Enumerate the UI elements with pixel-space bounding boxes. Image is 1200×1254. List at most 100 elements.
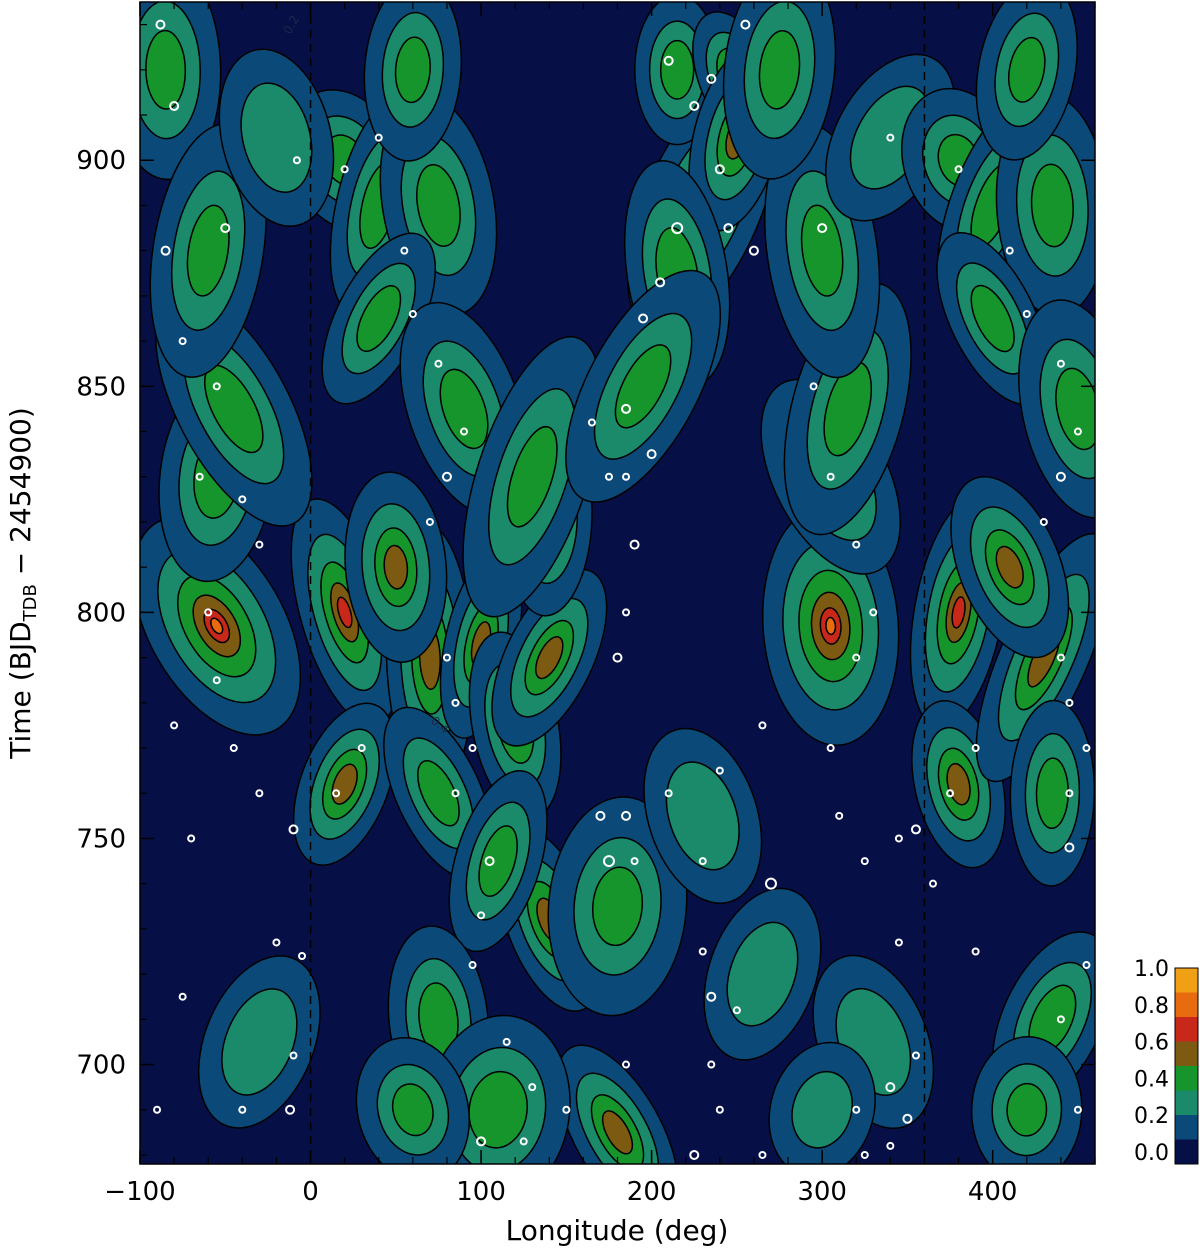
spot-marker <box>425 517 434 526</box>
spot-marker <box>1056 1015 1065 1024</box>
contour-blob <box>547 796 688 1017</box>
contour-blob <box>1018 299 1095 519</box>
contour-level-2 <box>356 285 402 352</box>
colorbar-band <box>1175 1041 1198 1067</box>
spot-marker <box>1082 961 1091 970</box>
spot-marker <box>910 824 921 835</box>
spot-marker <box>357 744 366 753</box>
contour-level-2 <box>1055 367 1095 451</box>
spot-marker <box>655 277 666 288</box>
spot-marker <box>894 834 903 843</box>
spot-marker <box>451 698 460 707</box>
contour-blob <box>197 955 321 1129</box>
spot-marker <box>187 834 196 843</box>
contour-level-2 <box>145 29 187 110</box>
spot-marker <box>646 449 657 460</box>
spot-marker <box>1064 842 1075 853</box>
contour-blob <box>292 702 397 866</box>
contour-blob <box>556 1044 679 1164</box>
spot-marker <box>1056 359 1065 368</box>
contour-blob <box>355 1037 471 1164</box>
contour-blob <box>425 1014 571 1164</box>
contour-level-2 <box>416 164 461 247</box>
x-tick-label: 100 <box>456 1177 506 1207</box>
y-tick-label: 900 <box>76 146 126 176</box>
spot-marker <box>155 19 166 30</box>
contour-level-3 <box>535 636 564 680</box>
contour-level-2 <box>478 825 518 898</box>
colorbar-band <box>1175 1115 1198 1140</box>
spot-marker <box>408 309 417 318</box>
spot-marker <box>229 744 238 753</box>
contour-blob <box>140 2 222 181</box>
spot-marker <box>289 1051 298 1060</box>
contour-level-2 <box>800 204 844 297</box>
spot-marker <box>169 100 180 111</box>
spot-marker <box>622 608 631 617</box>
spot-marker <box>340 165 349 174</box>
y-tick-label: 850 <box>76 372 126 402</box>
spot-marker <box>285 1104 296 1115</box>
spot-marker <box>604 472 613 481</box>
contour-blob <box>970 1035 1083 1164</box>
x-tick-label: 200 <box>627 1177 677 1207</box>
y-axis-title: Time (BJDTDB − 2454900) <box>4 407 41 759</box>
spot-marker <box>160 245 171 256</box>
spot-marker <box>706 991 717 1002</box>
x-tick-label: 0 <box>302 1177 319 1207</box>
spot-marker <box>519 1137 528 1146</box>
contour-blob <box>290 498 399 727</box>
contour-blob <box>703 887 822 1061</box>
contour-level-2 <box>391 1083 434 1137</box>
spot-marker <box>468 744 477 753</box>
spot-marker <box>809 382 818 391</box>
contour-blob <box>722 2 837 180</box>
contour-blob <box>462 336 603 618</box>
y-axis-title-subscript: TDB <box>20 584 41 622</box>
spot-marker <box>902 1113 913 1124</box>
spot-marker <box>860 1150 869 1159</box>
spot-marker <box>946 789 955 798</box>
colorbar-frame <box>1174 967 1199 1165</box>
contour-level-5 <box>825 616 837 636</box>
contour-blob <box>643 727 763 904</box>
spot-marker <box>451 789 460 798</box>
spot-marker <box>195 472 204 481</box>
y-tick-label: 800 <box>76 598 126 628</box>
contour-blob <box>975 2 1078 161</box>
spot-marker <box>621 403 632 414</box>
contour-level-3 <box>601 1110 634 1155</box>
spot-marker <box>622 1060 631 1069</box>
spot-marker <box>484 856 495 867</box>
colorbar-label: 0.8 <box>1134 994 1169 1019</box>
spot-marker <box>971 947 980 956</box>
contour-blob <box>950 476 1070 659</box>
spot-marker <box>740 19 751 30</box>
spot-marker <box>732 1006 741 1015</box>
spot-marker <box>476 1136 487 1147</box>
spot-marker <box>885 1082 896 1093</box>
spot-marker <box>178 992 187 1001</box>
contour-level-1 <box>791 1070 853 1149</box>
colorbar-band <box>1175 1139 1198 1165</box>
contour-blob <box>344 471 448 663</box>
contour-blob <box>448 769 548 953</box>
spot-marker <box>272 938 281 947</box>
spot-marker <box>663 55 674 66</box>
contour-level-2 <box>1035 757 1069 830</box>
spot-marker <box>689 100 700 111</box>
colorbar: 0.0 0.2 0.4 0.6 0.8 1.0 <box>1134 957 1199 1166</box>
spot-marker <box>220 223 231 234</box>
spot-marker <box>621 810 632 821</box>
spot-marker <box>689 1149 700 1160</box>
spot-marker <box>587 418 596 427</box>
y-axis-title-main: Time (BJD <box>4 621 37 759</box>
colorbar-label: 0.2 <box>1134 1104 1169 1129</box>
spot-marker <box>153 1105 162 1114</box>
spot-marker <box>886 133 895 142</box>
spot-marker <box>638 313 649 324</box>
contour-blob <box>1009 699 1095 887</box>
spot-marker <box>1056 653 1065 662</box>
spot-marker <box>332 789 341 798</box>
contour-blob <box>321 232 437 405</box>
